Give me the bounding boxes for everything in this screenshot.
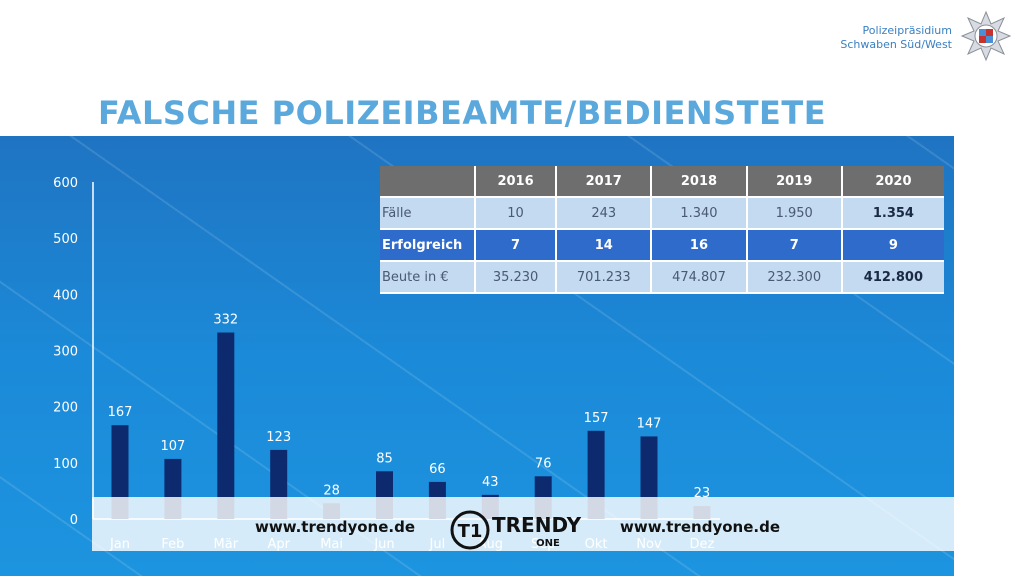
table-row-beute: Beute in € 35.230 701.233 474.807 232.30… <box>380 262 944 294</box>
table-cell: 1.354 <box>842 198 944 230</box>
table-cell: 474.807 <box>652 262 748 294</box>
data-label: 66 <box>429 462 446 477</box>
data-label: 43 <box>482 475 499 490</box>
data-label: 167 <box>108 405 133 420</box>
bar <box>587 430 605 519</box>
table-cell: 412.800 <box>842 262 944 294</box>
logo-mark: T1 <box>458 521 483 542</box>
table-cell: 232.300 <box>747 262 843 294</box>
table-cell: 16 <box>652 230 748 262</box>
watermark-band <box>92 497 954 551</box>
year-2018: 2018 <box>652 166 748 198</box>
logo-sub: ONE <box>536 538 560 549</box>
row-label: Erfolgreich <box>380 230 476 262</box>
data-label: 76 <box>535 456 552 471</box>
data-label: 147 <box>637 416 662 431</box>
data-label: 28 <box>323 483 340 498</box>
table-cell: 7 <box>747 230 843 262</box>
organization-name: Polizeipräsidium Schwaben Süd/West <box>840 24 952 52</box>
row-label: Beute in € <box>380 262 476 294</box>
table-cell: 14 <box>557 230 653 262</box>
org-line-1: Polizeipräsidium <box>862 24 952 37</box>
statistics-table: 2016 2017 2018 2019 2020 Fälle 10 243 1.… <box>380 166 944 294</box>
table-cell: 7 <box>476 230 558 262</box>
y-tick-label: 500 <box>53 232 78 247</box>
y-tick-label: 600 <box>53 176 78 191</box>
page-title: FALSCHE POLIZEIBEAMTE/BEDIENSTETE <box>98 94 827 132</box>
table-cell: 1.950 <box>747 198 843 230</box>
y-tick-label: 300 <box>53 345 78 360</box>
y-tick-label: 100 <box>53 457 78 472</box>
year-2019: 2019 <box>747 166 843 198</box>
table-corner-cell <box>380 166 476 198</box>
table-cell: 10 <box>476 198 558 230</box>
watermark-url-right: www.trendyone.de <box>620 518 781 536</box>
data-label: 332 <box>213 313 238 328</box>
header: Polizeipräsidium Schwaben Süd/West FALSC… <box>0 0 1024 136</box>
watermark-url-left: www.trendyone.de <box>255 518 416 536</box>
table-cell: 1.340 <box>652 198 748 230</box>
year-2017: 2017 <box>557 166 653 198</box>
table-cell: 701.233 <box>557 262 653 294</box>
logo-text: TRENDY <box>492 513 582 537</box>
year-2016: 2016 <box>476 166 558 198</box>
table-cell: 9 <box>842 230 944 262</box>
table-cell: 35.230 <box>476 262 558 294</box>
bar <box>111 425 129 519</box>
y-tick-label: 0 <box>70 513 78 528</box>
org-line-2: Schwaben Süd/West <box>840 38 952 51</box>
trendyone-logo-icon: T1 TRENDY ONE <box>450 510 582 550</box>
table-cell: 243 <box>557 198 653 230</box>
y-tick-label: 200 <box>53 401 78 416</box>
table-row-erfolgreich: Erfolgreich 7 14 16 7 9 <box>380 230 944 262</box>
table-row-faelle: Fälle 10 243 1.340 1.950 1.354 <box>380 198 944 230</box>
row-label: Fälle <box>380 198 476 230</box>
table-header-row: 2016 2017 2018 2019 2020 <box>380 166 944 198</box>
police-star-icon <box>960 10 1012 62</box>
y-tick-label: 400 <box>53 288 78 303</box>
data-label: 157 <box>584 411 609 426</box>
bar <box>217 332 235 519</box>
data-label: 107 <box>160 439 185 454</box>
year-2020: 2020 <box>842 166 944 198</box>
data-label: 123 <box>266 430 291 445</box>
data-label: 85 <box>376 451 393 466</box>
